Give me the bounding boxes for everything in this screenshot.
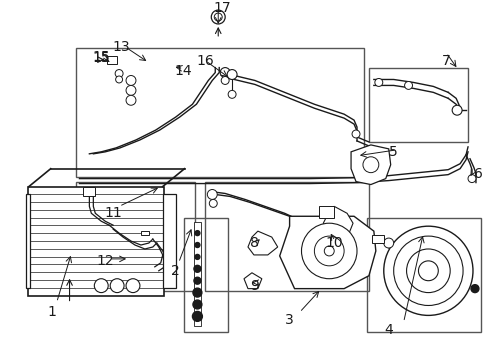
Bar — [194, 222, 201, 326]
Circle shape — [194, 265, 201, 272]
Circle shape — [94, 279, 108, 293]
Circle shape — [470, 285, 478, 293]
Circle shape — [406, 249, 449, 293]
Bar — [368, 68, 467, 142]
Polygon shape — [247, 231, 277, 255]
Text: 11: 11 — [104, 206, 122, 220]
Polygon shape — [244, 273, 261, 289]
Bar — [107, 56, 117, 64]
Bar — [76, 181, 195, 291]
Bar — [205, 181, 368, 291]
Text: 9: 9 — [250, 279, 259, 293]
Text: 1: 1 — [47, 305, 56, 319]
Text: 4: 4 — [384, 323, 392, 337]
Circle shape — [383, 238, 393, 248]
Polygon shape — [350, 145, 390, 185]
Circle shape — [228, 90, 236, 98]
Circle shape — [193, 288, 202, 297]
Circle shape — [192, 311, 202, 321]
Polygon shape — [323, 206, 352, 239]
Circle shape — [195, 231, 200, 235]
Bar — [163, 194, 175, 288]
Polygon shape — [279, 216, 375, 289]
Circle shape — [214, 13, 222, 21]
Circle shape — [126, 279, 140, 293]
Circle shape — [195, 255, 200, 260]
Bar — [371, 235, 383, 243]
Bar — [319, 206, 333, 218]
Circle shape — [451, 105, 461, 115]
Circle shape — [209, 199, 217, 207]
Circle shape — [404, 81, 412, 89]
Circle shape — [393, 236, 462, 306]
Bar — [28, 186, 163, 296]
Circle shape — [126, 95, 136, 105]
Circle shape — [207, 189, 217, 199]
Circle shape — [324, 246, 333, 256]
Circle shape — [193, 300, 202, 309]
Circle shape — [195, 243, 200, 247]
Text: 2: 2 — [171, 264, 180, 278]
Text: 15: 15 — [92, 50, 110, 64]
Circle shape — [126, 76, 136, 85]
Text: 13: 13 — [112, 40, 130, 54]
Circle shape — [221, 77, 229, 85]
Bar — [366, 218, 480, 332]
Bar — [83, 186, 95, 197]
Circle shape — [126, 85, 136, 95]
Text: 10: 10 — [325, 236, 342, 250]
Text: 17: 17 — [213, 1, 230, 15]
Circle shape — [314, 236, 344, 266]
Bar — [183, 218, 228, 332]
Circle shape — [351, 130, 359, 138]
Circle shape — [383, 226, 472, 315]
Text: 6: 6 — [472, 167, 481, 181]
Circle shape — [115, 76, 122, 83]
Bar — [141, 231, 148, 235]
Circle shape — [227, 69, 237, 80]
Circle shape — [362, 157, 378, 173]
Text: 7: 7 — [441, 54, 449, 68]
Circle shape — [374, 78, 382, 86]
Circle shape — [220, 68, 230, 77]
Text: 15: 15 — [92, 51, 110, 65]
Circle shape — [467, 175, 475, 183]
Circle shape — [211, 10, 224, 24]
Circle shape — [115, 69, 123, 77]
Text: 16: 16 — [196, 54, 214, 68]
Circle shape — [110, 279, 124, 293]
Text: 3: 3 — [285, 313, 293, 327]
Bar — [76, 48, 363, 177]
Circle shape — [418, 261, 437, 281]
Text: 8: 8 — [250, 236, 259, 250]
Bar — [26, 194, 30, 288]
Circle shape — [301, 223, 356, 279]
Text: 5: 5 — [388, 145, 397, 159]
Circle shape — [194, 277, 201, 284]
Text: 12: 12 — [96, 254, 114, 268]
Text: 14: 14 — [174, 64, 192, 77]
